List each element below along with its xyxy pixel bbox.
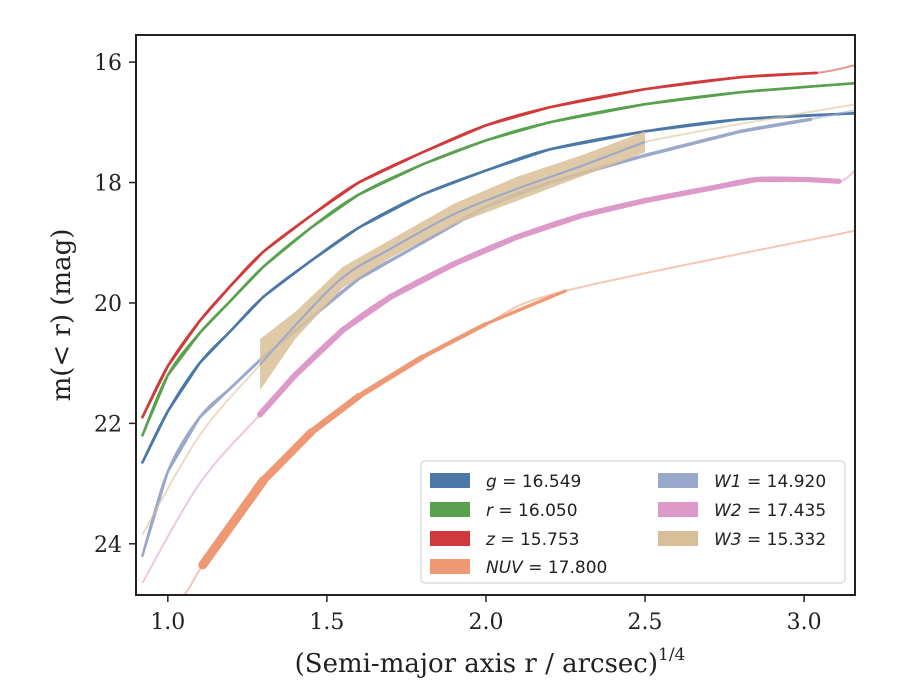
legend-swatch-w3	[658, 531, 698, 546]
series-layer	[141, 64, 855, 595]
y-tick-label: 22	[94, 412, 122, 437]
legend-swatch-z	[430, 531, 470, 546]
legend-swatch-nuv	[430, 559, 470, 574]
x-tick-label: 1.5	[309, 610, 344, 635]
legend-entry-r: r = 16.050	[430, 501, 578, 521]
series-w2-line	[258, 176, 840, 417]
legend-entry-g: g = 16.549	[430, 472, 581, 492]
legend-swatch-g	[430, 473, 470, 488]
series-nuv-line	[201, 289, 567, 566]
legend-entry-z: z = 15.753	[430, 530, 579, 550]
y-axis: 16 18 20 22 24	[94, 51, 136, 558]
x-axis: 1.0 1.5 2.0 2.5 3.0	[150, 595, 822, 635]
x-axis-label: (Semi-major axis r / arcsec)1/4	[295, 645, 686, 679]
legend-entry-w2: W2 = 17.435	[658, 501, 826, 521]
series-w3-center	[259, 140, 646, 366]
series-z-line	[141, 71, 817, 418]
plot-frame	[135, 34, 856, 596]
legend-label-z: z = 15.753	[485, 530, 579, 550]
legend-frame	[420, 460, 846, 584]
legend-label-w1: W1 = 14.920	[714, 472, 826, 492]
y-tick-label: 20	[94, 292, 122, 317]
y-tick-label: 24	[94, 533, 122, 558]
legend-label-w3: W3 = 15.332	[714, 530, 826, 550]
series-g-line	[141, 112, 855, 464]
y-tick-label: 18	[94, 172, 122, 197]
x-tick-label: 3.0	[787, 610, 822, 635]
series-r-model-curve	[141, 79, 855, 436]
legend-label-w2: W2 = 17.435	[714, 501, 826, 521]
y-axis-label: m(< r) (mag)	[47, 229, 77, 402]
x-tick-label: 2.5	[628, 610, 663, 635]
legend-label-nuv: NUV = 17.800	[486, 558, 607, 578]
legend-swatch-w1	[658, 473, 698, 488]
x-tick-label: 1.0	[150, 610, 185, 635]
legend-label-g: g = 16.549	[486, 472, 581, 492]
x-tick-label: 2.0	[468, 610, 503, 635]
series-r-line	[141, 81, 855, 436]
series-w1-line	[141, 118, 811, 557]
legend-entry-w3: W3 = 15.332	[658, 530, 826, 550]
legend: g = 16.549 r = 16.050 z = 15.753 NUV = 17.8…	[420, 460, 846, 584]
legend-entry-nuv: NUV = 17.800	[430, 558, 607, 578]
y-tick-label: 16	[94, 51, 122, 76]
legend-label-r: r = 16.050	[486, 501, 578, 521]
legend-entry-w1: W1 = 14.920	[658, 472, 826, 492]
legend-swatch-w2	[658, 502, 698, 517]
legend-swatch-r	[430, 502, 470, 517]
